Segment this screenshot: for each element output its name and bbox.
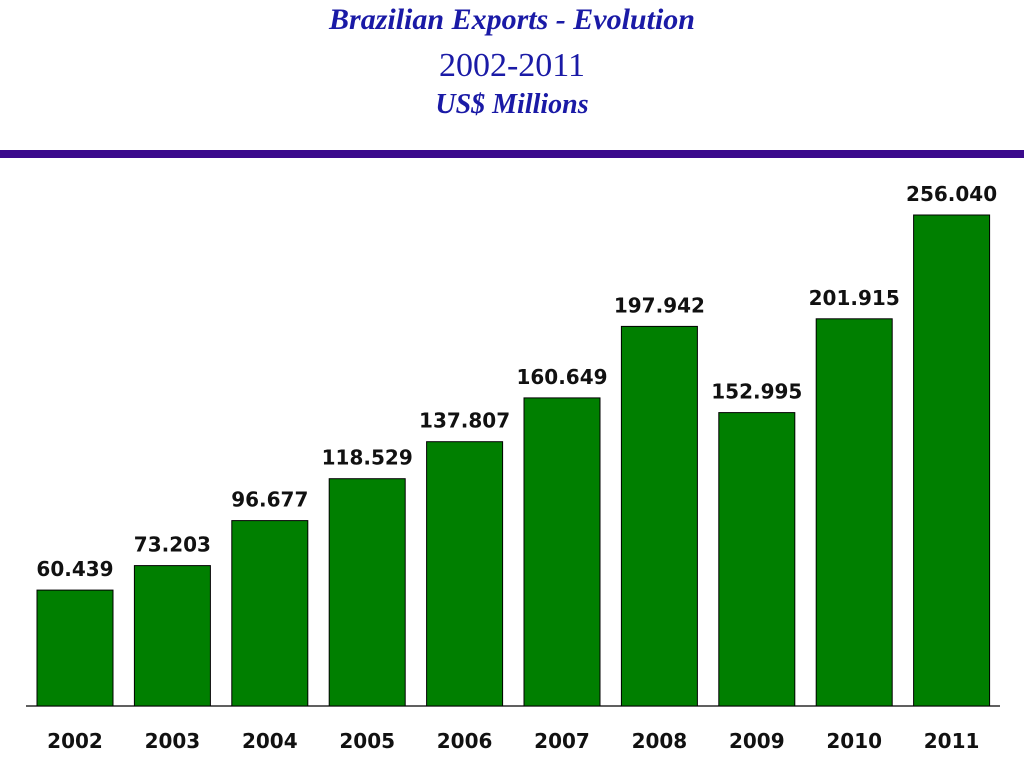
- value-label-2003: 73.203: [134, 533, 211, 557]
- x-tick-label-2007: 2007: [534, 729, 590, 753]
- header-rule: [0, 150, 1024, 158]
- x-tick-label-2008: 2008: [632, 729, 688, 753]
- x-tick-label-2011: 2011: [924, 729, 980, 753]
- value-label-2006: 137.807: [419, 409, 510, 433]
- x-tick-label-2009: 2009: [729, 729, 785, 753]
- value-label-2002: 60.439: [36, 557, 113, 581]
- bar-2004: [231, 520, 309, 707]
- bar-2006: [426, 441, 504, 707]
- bar-2008: [620, 325, 698, 707]
- bar-2011: [913, 214, 991, 707]
- bar-2007: [523, 397, 601, 707]
- x-tick-label-2010: 2010: [826, 729, 882, 753]
- value-label-2007: 160.649: [516, 365, 607, 389]
- bars-group: [36, 214, 991, 707]
- value-label-2004: 96.677: [231, 488, 308, 512]
- chart-subtitle: 2002-2011: [438, 47, 586, 84]
- bar-2003: [133, 565, 211, 707]
- x-tick-label-2004: 2004: [242, 729, 298, 753]
- value-label-2010: 201.915: [809, 286, 900, 310]
- bar-2005: [328, 478, 406, 707]
- bar-2010: [815, 318, 893, 707]
- x-tick-label-2002: 2002: [47, 729, 103, 753]
- value-label-2009: 152.995: [711, 380, 802, 404]
- x-tick-label-2005: 2005: [339, 729, 395, 753]
- chart-unit: US$ Millions: [435, 89, 589, 120]
- bar-2002: [36, 589, 114, 707]
- bar-2009: [718, 412, 796, 707]
- value-label-2011: 256.040: [906, 182, 997, 206]
- x-tick-label-2003: 2003: [145, 729, 201, 753]
- value-label-2005: 118.529: [322, 446, 413, 470]
- x-tick-labels-group: 2002 2003 2004 2005 2006 2007 2008 2009 2010 2011: [47, 729, 979, 753]
- value-label-2008: 197.942: [614, 293, 705, 317]
- chart-title: Brazilian Exports - Evolution: [329, 3, 695, 36]
- x-tick-label-2006: 2006: [437, 729, 493, 753]
